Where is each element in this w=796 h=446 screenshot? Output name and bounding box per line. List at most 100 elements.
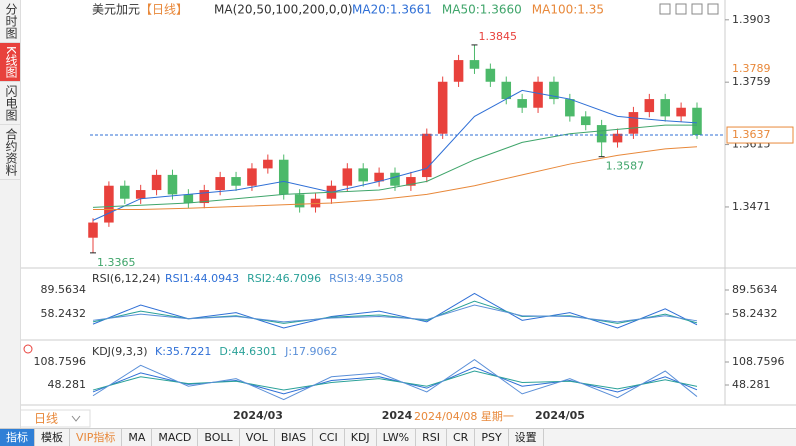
- y-tick-label: 108.7596: [732, 355, 785, 368]
- sidebar-tab[interactable]: 闪电图: [0, 82, 20, 125]
- indicator-line: [92, 124, 697, 208]
- highlight-price-label: 1.3789: [732, 62, 771, 75]
- period-select[interactable]: 日线: [34, 412, 58, 426]
- toolbar-tab[interactable]: PSY: [475, 429, 509, 446]
- toolbar-tab[interactable]: 模板: [35, 429, 70, 446]
- candle-body: [294, 194, 305, 208]
- sidebar-tab[interactable]: 分时图: [0, 0, 20, 43]
- toolbar-tab[interactable]: BOLL: [198, 429, 240, 446]
- candle-body: [501, 81, 512, 100]
- dropdown-icon: [71, 415, 81, 422]
- toolbar-tab[interactable]: CCI: [313, 429, 345, 446]
- background: [20, 0, 796, 428]
- candle-body: [660, 99, 670, 117]
- toolbar-tab[interactable]: RSI: [416, 429, 447, 446]
- toolbar-tab[interactable]: MA: [122, 429, 153, 446]
- toolbar-tab[interactable]: 指标: [0, 429, 35, 446]
- legend-entry: RSI2:46.7096: [247, 272, 321, 285]
- crosshair-date-box: [412, 409, 520, 424]
- candle-body: [596, 125, 607, 143]
- annotation-label: 1.3587: [606, 160, 645, 173]
- toolbar-tab[interactable]: LW%: [377, 429, 417, 446]
- top-icons: [659, 3, 719, 15]
- toolbar-tab[interactable]: CR: [447, 429, 476, 446]
- toolbar-tab[interactable]: VOL: [240, 429, 275, 446]
- x-tick-label: 2024/05: [535, 409, 585, 422]
- x-tick-label: 2024: [382, 409, 413, 422]
- period-label: 【日线】: [140, 3, 188, 17]
- indicator-line: [92, 304, 698, 323]
- legend-entry: K:35.7221: [155, 345, 211, 358]
- candle-body: [135, 190, 146, 199]
- rsi-title: RSI(6,12,24): [92, 272, 160, 285]
- candle-body: [422, 133, 432, 178]
- candle-body: [580, 116, 591, 126]
- candle-body: [183, 194, 194, 204]
- candle-body: [644, 99, 655, 113]
- indicator-line: [92, 89, 698, 221]
- y-tick-label: 1.3903: [732, 13, 771, 26]
- candle-body: [517, 99, 527, 108]
- candle-body: [437, 81, 448, 134]
- candle-body: [120, 185, 130, 199]
- candle-body: [104, 185, 114, 223]
- candle-body: [215, 177, 225, 191]
- candle-body: [263, 159, 273, 169]
- candle-body: [278, 159, 289, 195]
- sidebar-tab[interactable]: 合约资料: [0, 125, 20, 180]
- y-tick-label: 58.2432: [732, 307, 778, 320]
- candle-body: [406, 177, 416, 186]
- legend-entry: RSI1:44.0943: [165, 272, 239, 285]
- annotation-label: 1.3845: [478, 30, 517, 43]
- y-tick-label: 89.5634: [732, 283, 778, 296]
- candle-body: [485, 68, 496, 82]
- candle-body: [628, 112, 639, 134]
- candle-body: [310, 198, 321, 208]
- toolbar: 指标 模板 VIP指标 MA MACD BOLL VOL BIAS CCI KDJ LW% RSI CR…: [0, 428, 796, 446]
- sidebar: 分时图 K线图 闪电图 合约资料: [0, 0, 21, 428]
- candle-body: [151, 174, 162, 191]
- candle-body: [231, 177, 241, 186]
- kdj-title: KDJ(9,3,3): [92, 345, 148, 358]
- last-price-label: 1.3637: [732, 128, 771, 141]
- y-tick-label-left: 108.7596: [34, 355, 87, 368]
- legend-entry: J:17.9062: [284, 345, 337, 358]
- candle-body: [533, 81, 543, 108]
- toolbar-tab[interactable]: BIAS: [275, 429, 314, 446]
- toolbar-tab[interactable]: VIP指标: [70, 429, 123, 446]
- y-tick-label-left: 48.281: [48, 378, 87, 391]
- indicator-line: [93, 146, 698, 211]
- candle-body: [88, 222, 98, 238]
- candle-body: [692, 107, 702, 136]
- annotation-label: 1.3365: [97, 256, 136, 269]
- candle-body: [612, 133, 623, 143]
- candle-body: [247, 168, 257, 186]
- candle-body: [199, 190, 210, 204]
- candle-body: [358, 168, 368, 182]
- y-tick-label: 48.281: [732, 378, 771, 391]
- candle-body: [167, 174, 178, 195]
- y-tick-label-left: 89.5634: [41, 283, 87, 296]
- settings-icon[interactable]: [23, 344, 33, 354]
- y-tick-label: 1.3759: [732, 75, 771, 88]
- candle-body: [549, 81, 559, 100]
- toolbar-tab[interactable]: KDJ: [345, 429, 377, 446]
- candle-body: [676, 107, 686, 117]
- legend-entry: MA100:1.35: [532, 3, 604, 17]
- candle-body: [342, 168, 353, 186]
- candle-body: [469, 60, 480, 69]
- last-price-box: [726, 126, 794, 144]
- candle-body: [390, 172, 400, 186]
- legend-entry: MA20:1.3661: [352, 3, 432, 17]
- chart-title: 美元加元: [92, 3, 140, 17]
- y-tick-label-left: 58.2432: [41, 307, 87, 320]
- toolbar-tab[interactable]: 设置: [509, 429, 544, 446]
- chart: 美元加元 【日线】 MA(20,50,100,200,0,0) RSI(6,12…: [19, 0, 796, 428]
- sidebar-tab[interactable]: K线图: [0, 43, 20, 82]
- legend-entry: MA50:1.3660: [442, 3, 522, 17]
- toolbar-tab[interactable]: MACD: [152, 429, 199, 446]
- candle-body: [374, 172, 384, 182]
- crosshair-date: 2024/04/08 星期一: [414, 410, 514, 423]
- x-tick-label: 2024/03: [233, 409, 283, 422]
